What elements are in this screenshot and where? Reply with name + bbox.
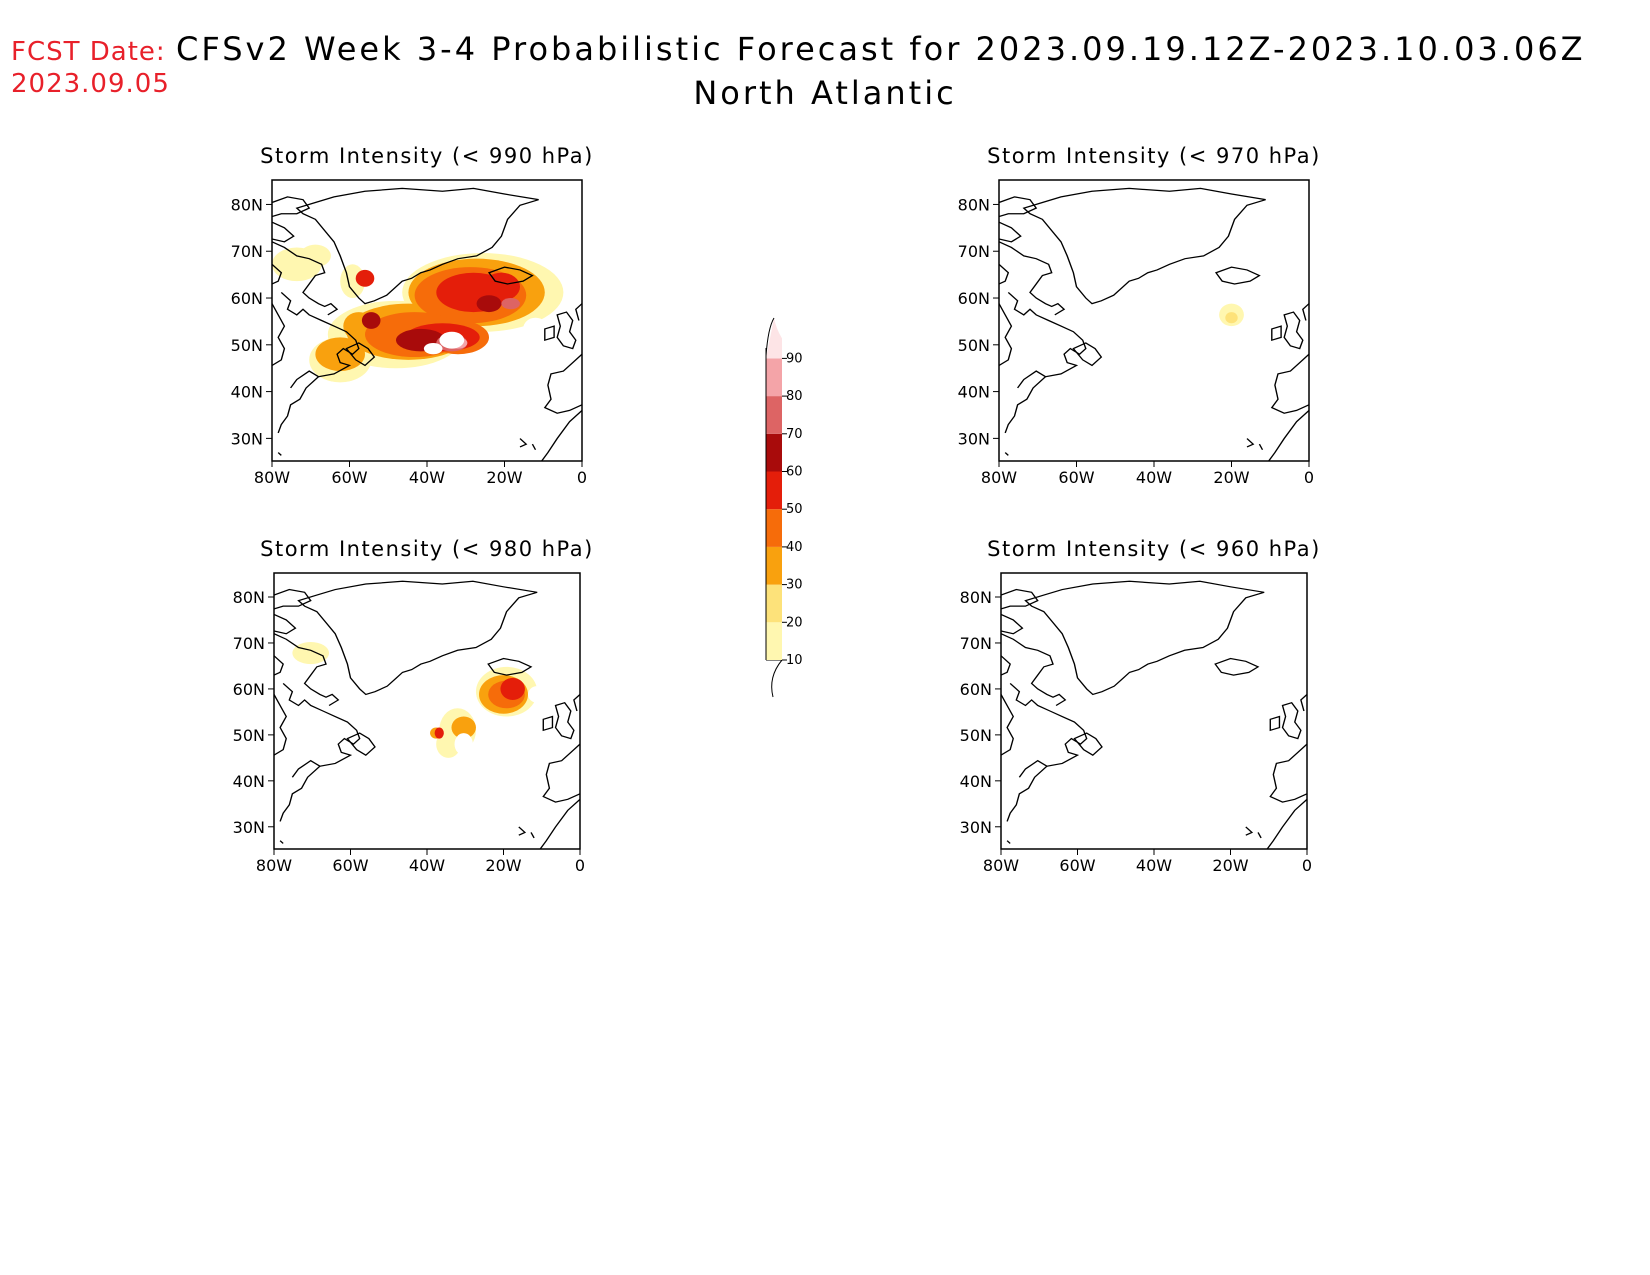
lon-tick-label: 80W xyxy=(254,468,290,487)
colorbar-label: 40 xyxy=(786,540,803,555)
panel-title: Storm Intensity (< 980 hPa) xyxy=(260,537,594,561)
probability-shading xyxy=(272,244,564,383)
lat-tick-label: 80N xyxy=(960,588,992,607)
lat-tick-label: 50N xyxy=(960,726,992,745)
lon-tick-label: 20W xyxy=(1212,856,1248,875)
probability-shading xyxy=(292,642,547,758)
colorbar-segment xyxy=(766,318,782,359)
colorbar-segment xyxy=(766,546,782,585)
colorbar-segment xyxy=(766,471,782,510)
colorbar-segment xyxy=(766,433,782,472)
lat-tick-label: 50N xyxy=(231,336,263,355)
lat-tick-label: 80N xyxy=(231,195,263,214)
colorbar-segment xyxy=(766,584,782,623)
lat-tick-label: 80N xyxy=(958,195,990,214)
lon-tick-label: 40W xyxy=(1136,856,1172,875)
lat-tick-label: 30N xyxy=(960,818,992,837)
lon-tick-label: 60W xyxy=(331,468,367,487)
lat-tick-label: 30N xyxy=(233,818,265,837)
lat-tick-label: 30N xyxy=(231,429,263,448)
coastline xyxy=(1001,580,1307,849)
colorbar-label: 30 xyxy=(786,578,803,593)
coastline xyxy=(999,187,1309,461)
colorbar: 10 20 30 40 50 60 70 80 90 xyxy=(765,317,803,698)
lat-tick-label: 50N xyxy=(233,726,265,745)
lon-tick-label: 20W xyxy=(485,856,521,875)
fcst-label: FCST Date: xyxy=(11,37,166,67)
title-line: CFSv2 Week 3-4 Probabilistic Forecast fo… xyxy=(176,30,1586,68)
panel-title: Storm Intensity (< 960 hPa) xyxy=(987,537,1321,561)
lat-tick-label: 60N xyxy=(960,680,992,699)
colorbar-label: 20 xyxy=(786,615,803,630)
lat-tick-label: 60N xyxy=(231,289,263,308)
fcst-date-label: FCST Date: 2023.09.05 xyxy=(11,36,170,100)
lon-tick-label: 0 xyxy=(1302,856,1312,875)
lon-tick-label: 40W xyxy=(1136,468,1172,487)
panel-title: Storm Intensity (< 990 hPa) xyxy=(260,144,594,168)
lat-tick-label: 70N xyxy=(960,634,992,653)
lon-tick-label: 60W xyxy=(332,856,368,875)
panel-title: Storm Intensity (< 970 hPa) xyxy=(987,144,1321,168)
lat-tick-label: 60N xyxy=(958,289,990,308)
coastline xyxy=(274,580,580,849)
map-panel-p960: Storm Intensity (< 960 hPa) 80N 70N 60N 50N 4… xyxy=(960,537,1321,875)
map-panel-p970: Storm Intensity (< 970 hPa) 80N 70N 60N 50N 4… xyxy=(958,144,1321,487)
lon-tick-label: 80W xyxy=(983,856,1019,875)
subtitle-line: North Atlantic xyxy=(693,74,957,112)
lat-tick-label: 80N xyxy=(233,588,265,607)
lat-tick-label: 70N xyxy=(958,242,990,261)
lat-tick-label: 40N xyxy=(960,772,992,791)
lat-tick-label: 70N xyxy=(231,242,263,261)
lon-tick-label: 80W xyxy=(256,856,292,875)
lat-tick-label: 50N xyxy=(958,336,990,355)
map-panel-p980: Storm Intensity (< 980 hPa) 80N 70N 60N 50N 4… xyxy=(233,537,594,875)
lon-tick-label: 60W xyxy=(1058,468,1094,487)
lon-tick-label: 0 xyxy=(575,856,585,875)
colorbar-segment xyxy=(766,396,782,434)
lat-tick-label: 60N xyxy=(233,680,265,699)
colorbar-label: 90 xyxy=(786,351,803,366)
colorbar-label: 80 xyxy=(786,389,803,404)
lon-tick-label: 40W xyxy=(409,856,445,875)
probability-shading xyxy=(1219,303,1244,327)
colorbar-segment xyxy=(766,358,782,397)
colorbar-label: 70 xyxy=(786,427,803,442)
colorbar-label: 10 xyxy=(786,653,803,668)
fcst-date: 2023.09.05 xyxy=(11,69,170,99)
lon-tick-label: 80W xyxy=(981,468,1017,487)
lat-tick-label: 40N xyxy=(231,383,263,402)
lat-tick-label: 30N xyxy=(958,429,990,448)
lat-tick-label: 40N xyxy=(958,383,990,402)
colorbar-segment xyxy=(766,509,782,547)
lon-tick-label: 20W xyxy=(1213,468,1249,487)
lon-tick-label: 20W xyxy=(486,468,522,487)
colorbar-label: 50 xyxy=(786,502,803,517)
colorbar-label: 60 xyxy=(786,465,803,480)
lon-tick-label: 40W xyxy=(409,468,445,487)
lat-tick-label: 70N xyxy=(233,634,265,653)
lon-tick-label: 0 xyxy=(577,468,587,487)
lon-tick-label: 0 xyxy=(1304,468,1314,487)
lat-tick-label: 40N xyxy=(233,772,265,791)
lon-tick-label: 60W xyxy=(1059,856,1095,875)
colorbar-segment xyxy=(766,622,782,660)
map-panel-p990: Storm Intensity (< 990 hPa) 80N 70N 60N 50N 4… xyxy=(231,144,594,487)
